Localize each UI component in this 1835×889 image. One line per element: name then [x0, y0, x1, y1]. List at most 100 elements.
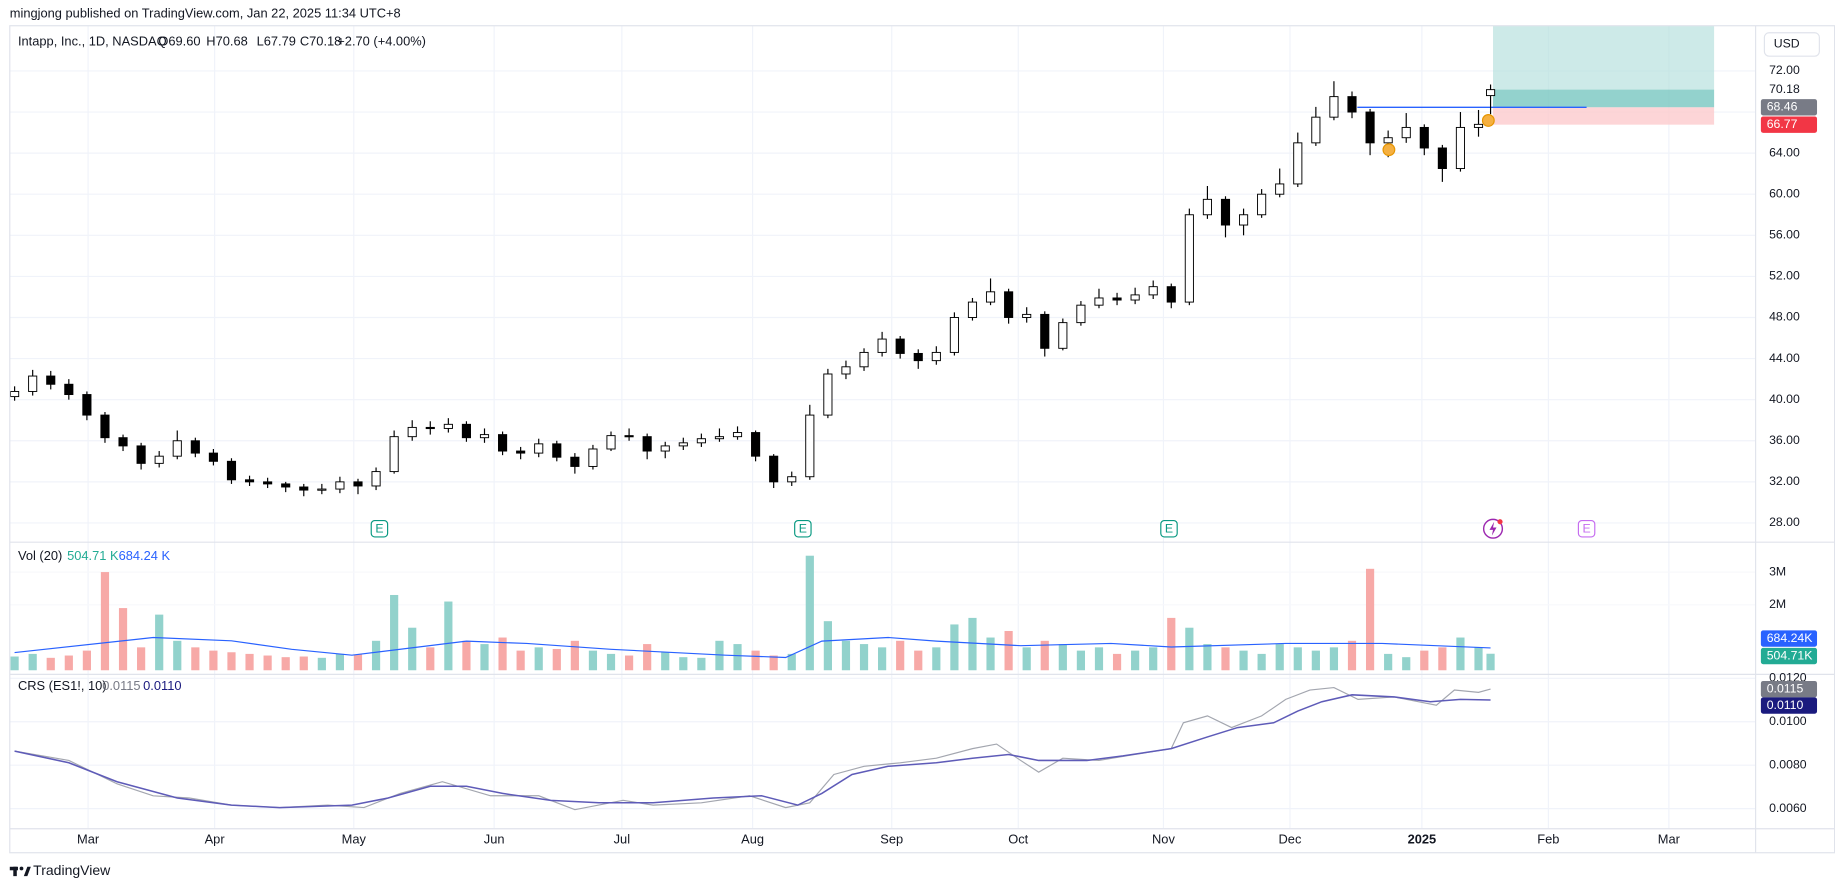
- crs-ma-badge: 0.0110: [1767, 698, 1804, 712]
- volume-bar: [1004, 630, 1013, 671]
- candle-body: [1455, 126, 1466, 169]
- candle-body: [1130, 294, 1140, 301]
- volume-bar: [1402, 657, 1411, 671]
- volume-bar: [1131, 650, 1140, 671]
- volume-ma-badge: 684.24K: [1767, 631, 1814, 645]
- stop-zone: [1493, 107, 1715, 125]
- volume-bar: [444, 601, 453, 671]
- volume-bar: [155, 614, 164, 671]
- volume-bar: [1149, 647, 1158, 671]
- y-tick-label: 28.00: [1769, 515, 1800, 529]
- volume-bar: [1040, 640, 1049, 671]
- logo-part: [23, 866, 31, 877]
- candle-body: [1094, 297, 1104, 306]
- volume-bar: [679, 657, 688, 671]
- entry-price-badge: 68.46: [1767, 100, 1798, 114]
- candle-body: [28, 375, 38, 392]
- currency-button[interactable]: [1763, 32, 1820, 57]
- earnings-icon-label[interactable]: E: [799, 522, 807, 536]
- candle-body: [1419, 126, 1429, 149]
- ohlc-open: O69.60: [158, 34, 200, 49]
- volume-ma-line: [14, 636, 1491, 659]
- y-tick-label: 0.0100: [1769, 714, 1807, 728]
- volume-bar: [1311, 650, 1320, 671]
- y-tick-label: 0.0080: [1769, 757, 1807, 771]
- candle-body: [1365, 111, 1375, 144]
- earnings-icon[interactable]: [1577, 519, 1596, 538]
- volume-ma-badge-bg: [1760, 630, 1818, 647]
- event-marker[interactable]: [1382, 143, 1396, 157]
- logo-part: [19, 866, 24, 871]
- candle-body: [118, 437, 128, 447]
- candle-body: [1166, 286, 1176, 303]
- y-tick-label: 56.00: [1769, 228, 1800, 242]
- candle-body: [1058, 322, 1068, 349]
- earnings-icon-label[interactable]: E: [1582, 522, 1590, 536]
- candle-body: [949, 317, 959, 353]
- volume-badge: 504.71K: [1767, 648, 1814, 662]
- candle-body: [1239, 214, 1249, 226]
- stop-price-badge: 66.77: [1767, 117, 1798, 131]
- candle-body: [732, 432, 743, 438]
- volume-bar: [823, 621, 832, 671]
- target-zone: [1493, 25, 1715, 108]
- candle-body: [1184, 214, 1194, 303]
- volume-bar: [1239, 650, 1248, 671]
- news-dot: [1497, 519, 1503, 525]
- y-tick-label: 3M: [1769, 564, 1786, 578]
- volume-bar: [1456, 637, 1465, 671]
- candle-body: [787, 476, 797, 483]
- x-tick-label: Jul: [614, 831, 630, 846]
- x-tick-label: Mar: [1658, 831, 1681, 846]
- open-profit-zone: [1493, 89, 1715, 108]
- volume-bar: [1221, 647, 1230, 671]
- currency-label[interactable]: USD: [1774, 37, 1800, 51]
- candle-body: [46, 375, 56, 385]
- ohlc-low: L67.79: [257, 34, 296, 49]
- volume-bar: [317, 657, 326, 671]
- volume-bar: [606, 653, 616, 671]
- volume-bar: [932, 647, 941, 671]
- crs-badge: 0.0115: [1767, 681, 1804, 695]
- event-marker[interactable]: [1481, 114, 1495, 127]
- candle-body: [100, 414, 110, 439]
- x-tick-label: 2025: [1408, 831, 1437, 846]
- volume-bar: [787, 653, 796, 671]
- overlay-layer: mingjong published on TradingView.com, J…: [9, 5, 1835, 878]
- volume-bar: [10, 656, 19, 671]
- volume-bar: [1329, 647, 1339, 671]
- candle-body: [263, 481, 273, 485]
- volume-bar: [281, 657, 290, 671]
- earnings-icon[interactable]: [794, 519, 812, 538]
- volume-bar: [896, 640, 905, 671]
- candle-body: [407, 426, 417, 438]
- volume-bar: [516, 650, 525, 671]
- candle-body: [335, 481, 345, 490]
- candle-body: [1437, 147, 1447, 169]
- x-tick-label: Jun: [484, 831, 505, 846]
- x-tick-label: May: [342, 831, 367, 846]
- candle-body: [1112, 297, 1122, 301]
- x-tick-label: Mar: [77, 831, 100, 846]
- earnings-icon[interactable]: [1160, 519, 1178, 538]
- candle-body: [696, 438, 706, 444]
- candle-body: [967, 301, 978, 318]
- earnings-icon-label[interactable]: E: [375, 522, 383, 536]
- volume-bar: [426, 647, 435, 671]
- y-tick-label: 48.00: [1769, 310, 1800, 324]
- earnings-icon-label[interactable]: E: [1165, 522, 1173, 536]
- candle-body: [1347, 96, 1357, 113]
- candle-body: [371, 471, 381, 487]
- x-tick-label: Dec: [1279, 831, 1302, 846]
- volume-bar: [697, 657, 706, 671]
- volume-bar: [462, 640, 471, 671]
- earnings-icon[interactable]: [370, 519, 389, 538]
- stop-price-badge-bg: [1760, 116, 1818, 133]
- candle-body: [534, 443, 544, 454]
- candle-body: [913, 352, 923, 362]
- volume-bar: [1022, 647, 1031, 671]
- volume-bar: [624, 655, 634, 671]
- volume-bar: [588, 650, 598, 671]
